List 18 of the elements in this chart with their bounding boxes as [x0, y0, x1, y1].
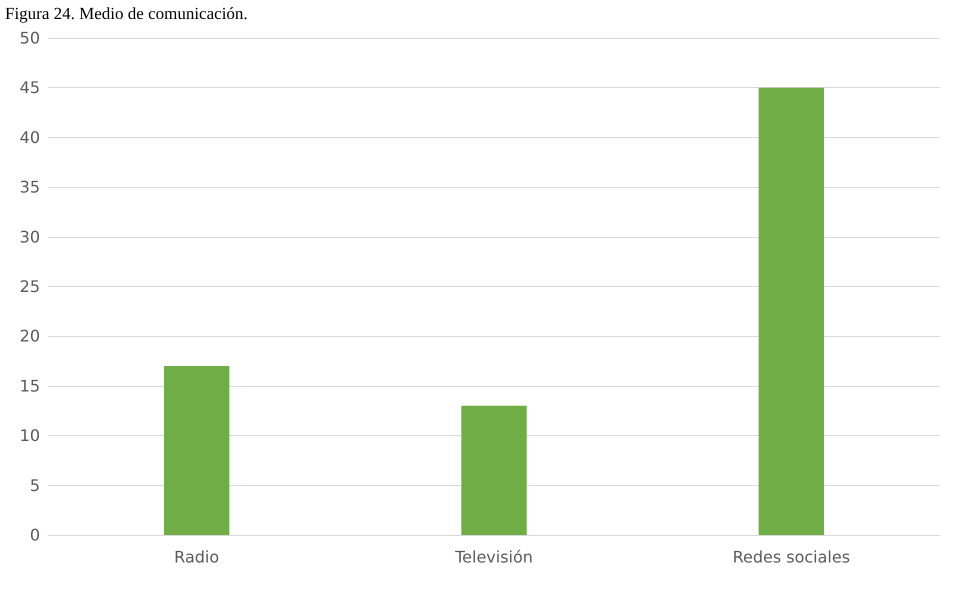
x-tick-label: Radio — [174, 548, 220, 566]
y-tick-label: 5 — [30, 476, 40, 495]
y-tick-label: 45 — [20, 78, 40, 98]
bar — [461, 406, 527, 535]
y-tick-label: 40 — [20, 128, 40, 147]
bar — [164, 366, 230, 535]
y-tick-label: 10 — [20, 426, 40, 446]
y-tick-label: 15 — [20, 376, 40, 396]
y-tick-label: 30 — [20, 227, 40, 246]
x-tick-label: Televisión — [454, 548, 533, 566]
y-tick-label: 35 — [20, 178, 40, 197]
x-tick-label: Redes sociales — [732, 548, 850, 566]
y-tick-label: 25 — [20, 277, 40, 296]
chart-title: Figura 24. Medio de comunicación. — [5, 4, 248, 23]
bar — [758, 88, 824, 535]
y-tick-label: 50 — [20, 28, 40, 48]
y-tick-label: 20 — [20, 326, 40, 346]
y-tick-label: 0 — [30, 526, 40, 544]
